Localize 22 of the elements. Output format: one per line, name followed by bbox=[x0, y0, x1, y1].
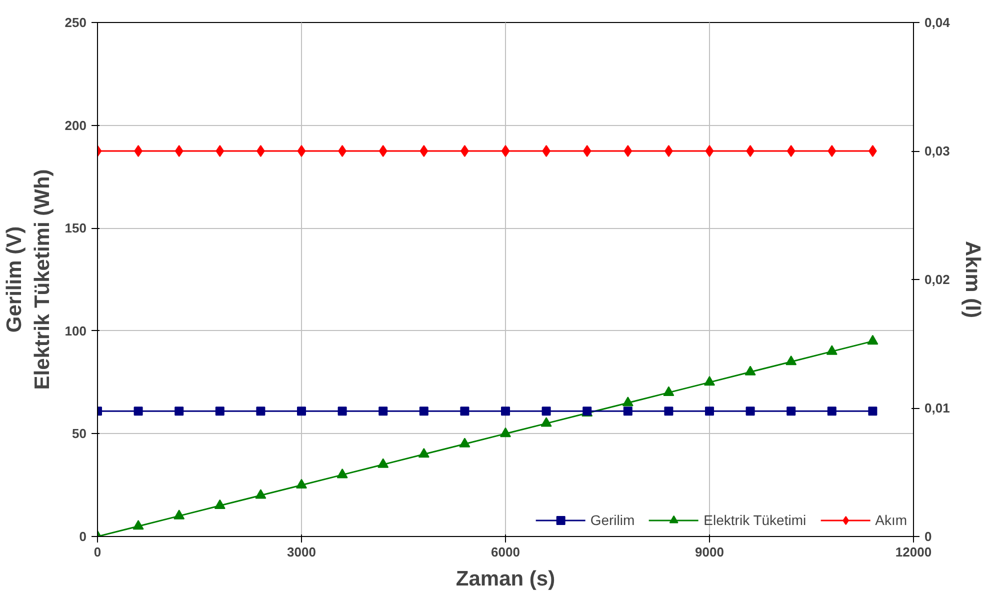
y2-tick-label: 0,01 bbox=[924, 400, 950, 416]
x-tick-label: 9000 bbox=[695, 544, 724, 560]
y-tick-label: 0 bbox=[79, 529, 87, 544]
x-tick-label: 12000 bbox=[895, 544, 932, 560]
y-tick-label: 100 bbox=[64, 323, 87, 338]
legend-label: Akım bbox=[875, 512, 907, 528]
y-axis-title: Gerilim (V) Elektrik Tüketimi (Wh) bbox=[3, 169, 54, 390]
x-tick-label: 3000 bbox=[287, 544, 316, 560]
y-tick-label: 150 bbox=[64, 220, 87, 236]
y2-tick-label: 0,03 bbox=[924, 144, 950, 158]
y-tick-label: 200 bbox=[64, 118, 87, 133]
legend-label: Elektrik Tüketimi bbox=[704, 512, 806, 528]
x-tick-label: 6000 bbox=[491, 544, 520, 560]
y2-tick-label: 0 bbox=[924, 529, 932, 544]
x-tick-label: 0 bbox=[94, 544, 102, 560]
y-tick-label: 250 bbox=[64, 15, 87, 30]
x-axis-title: Zaman (s) bbox=[456, 568, 556, 590]
y2-tick-label: 0,02 bbox=[924, 272, 950, 287]
legend-label: Gerilim bbox=[590, 512, 635, 528]
y2-tick-label: 0,04 bbox=[924, 15, 951, 30]
y2-axis-title: Akım (I) bbox=[960, 240, 984, 318]
y-tick-label: 50 bbox=[72, 426, 87, 442]
